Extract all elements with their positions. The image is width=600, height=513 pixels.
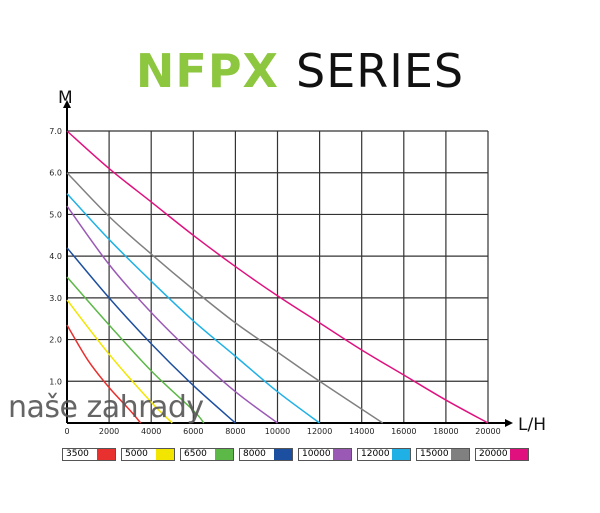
series-line-8000 — [66, 247, 236, 424]
y-axis-arrow — [63, 100, 71, 108]
series-line-15000 — [66, 172, 384, 424]
legend-label: 6500 — [181, 449, 215, 460]
y-tick-label: 1.0 — [49, 377, 62, 386]
series-line-5000 — [66, 299, 173, 424]
legend-swatch — [392, 449, 410, 460]
legend-item-6500: 6500 — [180, 448, 234, 461]
legend-item-20000: 20000 — [475, 448, 529, 461]
chart-title: NFPX SERIES — [0, 44, 600, 98]
x-axis-label: L/H — [518, 415, 546, 435]
x-tick-label: 10000 — [265, 427, 290, 436]
legend-item-8000: 8000 — [239, 448, 293, 461]
y-tick-label: 2.0 — [49, 336, 62, 345]
legend-swatch — [510, 449, 528, 460]
x-tick-label: 20000 — [475, 427, 500, 436]
legend-swatch — [274, 449, 292, 460]
title-series-word: SERIES — [296, 44, 465, 98]
y-tick-label: 6.0 — [49, 169, 62, 178]
legend-swatch — [333, 449, 351, 460]
legend-swatch — [97, 449, 115, 460]
legend-label: 10000 — [299, 449, 333, 460]
legend-item-5000: 5000 — [121, 448, 175, 461]
legend-item-10000: 10000 — [298, 448, 352, 461]
title-series-code: NFPX — [135, 44, 280, 98]
legend-label: 20000 — [476, 449, 510, 460]
series-line-20000 — [66, 130, 489, 424]
legend-item-12000: 12000 — [357, 448, 411, 461]
x-tick-label: 0 — [64, 427, 69, 436]
legend-swatch — [451, 449, 469, 460]
legend: 3500 5000 6500 8000 10000 12000 15000 20000 — [62, 448, 529, 461]
x-tick-label: 14000 — [349, 427, 374, 436]
watermark: naše zahrady — [8, 390, 204, 425]
legend-label: 3500 — [63, 449, 97, 460]
x-tick-label: 2000 — [99, 427, 119, 436]
x-tick-label: 16000 — [391, 427, 416, 436]
x-tick-label: 12000 — [307, 427, 332, 436]
x-tick-label: 4000 — [141, 427, 161, 436]
y-axis-label: M — [58, 88, 73, 108]
x-tick-label: 18000 — [433, 427, 458, 436]
y-tick-label: 7.0 — [49, 127, 62, 136]
series-line-3500 — [66, 324, 142, 424]
legend-label: 15000 — [417, 449, 451, 460]
x-axis-arrow — [505, 419, 513, 427]
legend-item-3500: 3500 — [62, 448, 116, 461]
series-line-6500 — [66, 276, 205, 424]
y-tick-label: 4.0 — [49, 252, 62, 261]
legend-swatch — [156, 449, 174, 460]
legend-swatch — [215, 449, 233, 460]
y-tick-label: 5.0 — [49, 210, 62, 219]
legend-label: 12000 — [358, 449, 392, 460]
series-line-12000 — [66, 193, 321, 424]
y-tick-label: 3.0 — [49, 294, 62, 303]
x-tick-label: 6000 — [183, 427, 203, 436]
x-tick-label: 8000 — [225, 427, 245, 436]
series-line-10000 — [66, 205, 278, 424]
legend-label: 5000 — [122, 449, 156, 460]
legend-item-15000: 15000 — [416, 448, 470, 461]
legend-label: 8000 — [240, 449, 274, 460]
